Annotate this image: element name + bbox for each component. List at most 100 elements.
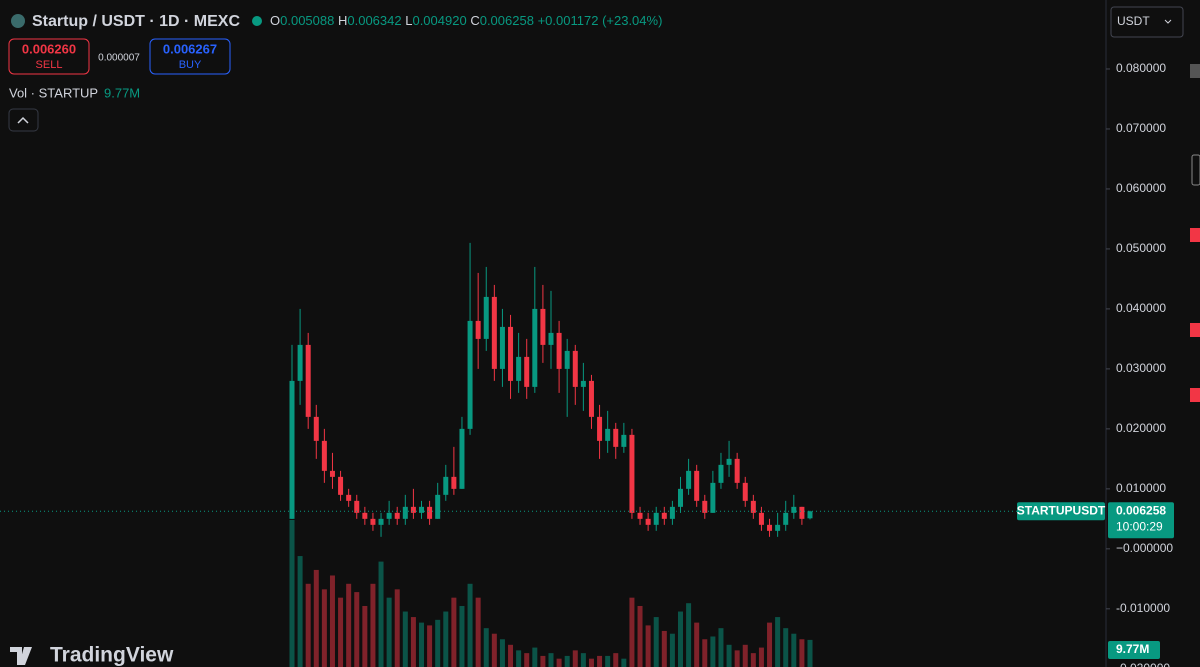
- candle-body: [321, 440, 327, 471]
- y-tick-label: 0.070000: [1116, 121, 1166, 135]
- h-prefix: H: [338, 13, 347, 28]
- change-pct: (+23.04%): [602, 13, 662, 28]
- candle-body: [702, 500, 708, 513]
- buy-button[interactable]: [149, 38, 231, 75]
- candle-body: [710, 482, 716, 513]
- volume-bar: [378, 561, 384, 667]
- volume-bar: [669, 633, 675, 667]
- candle-body: [758, 512, 764, 525]
- candle-body: [305, 344, 311, 417]
- collapse-button[interactable]: [8, 108, 39, 132]
- y-tick-label: 0.040000: [1116, 301, 1166, 315]
- side-badge: [1190, 323, 1200, 337]
- volume-bar: [783, 628, 789, 667]
- candle-body: [362, 512, 368, 519]
- volume-bar: [410, 617, 416, 667]
- c-prefix: C: [470, 13, 479, 28]
- high: 0.006342: [347, 13, 401, 28]
- candle-body: [556, 332, 562, 369]
- volume-bar: [678, 611, 683, 667]
- volume-bar: [524, 653, 530, 667]
- volume-bar: [467, 583, 473, 667]
- candle-body: [718, 464, 724, 483]
- candle-body: [370, 518, 376, 525]
- volume-bar: [726, 644, 732, 667]
- volume-bar: [572, 650, 578, 667]
- candle-body: [394, 512, 400, 519]
- countdown: 10:00:29: [1116, 519, 1163, 533]
- candle-body: [694, 470, 700, 501]
- candle-body: [508, 326, 514, 381]
- volume-bar: [580, 653, 586, 667]
- candle-body: [338, 476, 344, 495]
- candle-body: [378, 518, 384, 525]
- candle-body: [637, 512, 643, 519]
- o-prefix: O: [270, 13, 280, 28]
- candle-body: [645, 518, 651, 525]
- sell-price: 0.006260: [22, 41, 76, 56]
- low: 0.004920: [412, 13, 466, 28]
- price-label: 0.006258: [1116, 503, 1166, 517]
- volume-bar: [443, 611, 449, 667]
- volume-bar: [297, 556, 303, 667]
- candle-body: [329, 470, 335, 477]
- candle-body: [653, 512, 659, 525]
- candle-body: [483, 296, 489, 339]
- candle-body: [459, 428, 465, 489]
- volume-bar: [734, 650, 740, 667]
- volume-title: Vol · STARTUP: [9, 85, 98, 100]
- volume-bar: [588, 658, 594, 667]
- candle-body: [580, 380, 586, 387]
- y-tick-label: 0.030000: [1116, 361, 1166, 375]
- volume-bar: [491, 633, 497, 667]
- plot: [289, 242, 813, 667]
- volume-bar: [807, 639, 813, 667]
- candle-body: [775, 524, 781, 531]
- volume-bar: [427, 625, 433, 667]
- candle-body: [807, 511, 813, 519]
- sell-button[interactable]: [8, 38, 90, 75]
- volume-bar: [564, 655, 570, 667]
- candle-body: [289, 380, 295, 519]
- volume-bar: [483, 628, 489, 667]
- open: 0.005088: [280, 13, 334, 28]
- candle-body: [726, 458, 732, 465]
- volume-bar: [532, 647, 538, 667]
- change: +0.001172: [538, 13, 599, 28]
- volume-bar: [305, 583, 311, 667]
- volume-bar: [394, 589, 400, 667]
- candle-body: [475, 320, 481, 339]
- collapse-icon: [17, 116, 29, 124]
- buy-label: BUY: [179, 59, 202, 71]
- volume-badge: [1108, 641, 1160, 659]
- candle-body: [419, 506, 424, 513]
- brand: TradingView: [50, 644, 174, 667]
- l-prefix: L: [405, 13, 412, 28]
- volume-bar: [758, 647, 764, 667]
- y-tick-label: -0.020000: [1116, 661, 1170, 667]
- brand-logo: [10, 647, 32, 665]
- volume-bar: [370, 583, 376, 667]
- candle-body: [588, 380, 594, 417]
- candle-body: [524, 356, 530, 387]
- side-badge: [1190, 64, 1200, 78]
- currency-select[interactable]: [1110, 6, 1184, 38]
- symbol-badge: [1017, 502, 1105, 521]
- volume-bar: [313, 569, 319, 667]
- volume-bar: [329, 575, 335, 667]
- side-badge: [1190, 388, 1200, 402]
- candle-body: [499, 326, 505, 369]
- volume-bar: [694, 622, 700, 667]
- candle-body: [516, 356, 522, 381]
- sell-label: SELL: [36, 59, 63, 71]
- volume-bar: [548, 653, 554, 667]
- y-tick-label: 0.010000: [1116, 481, 1166, 495]
- candle-body: [734, 458, 740, 483]
- candle-body: [410, 506, 416, 513]
- volume-bar: [791, 633, 797, 667]
- candle-body: [613, 428, 619, 447]
- volume-bar: [597, 655, 603, 667]
